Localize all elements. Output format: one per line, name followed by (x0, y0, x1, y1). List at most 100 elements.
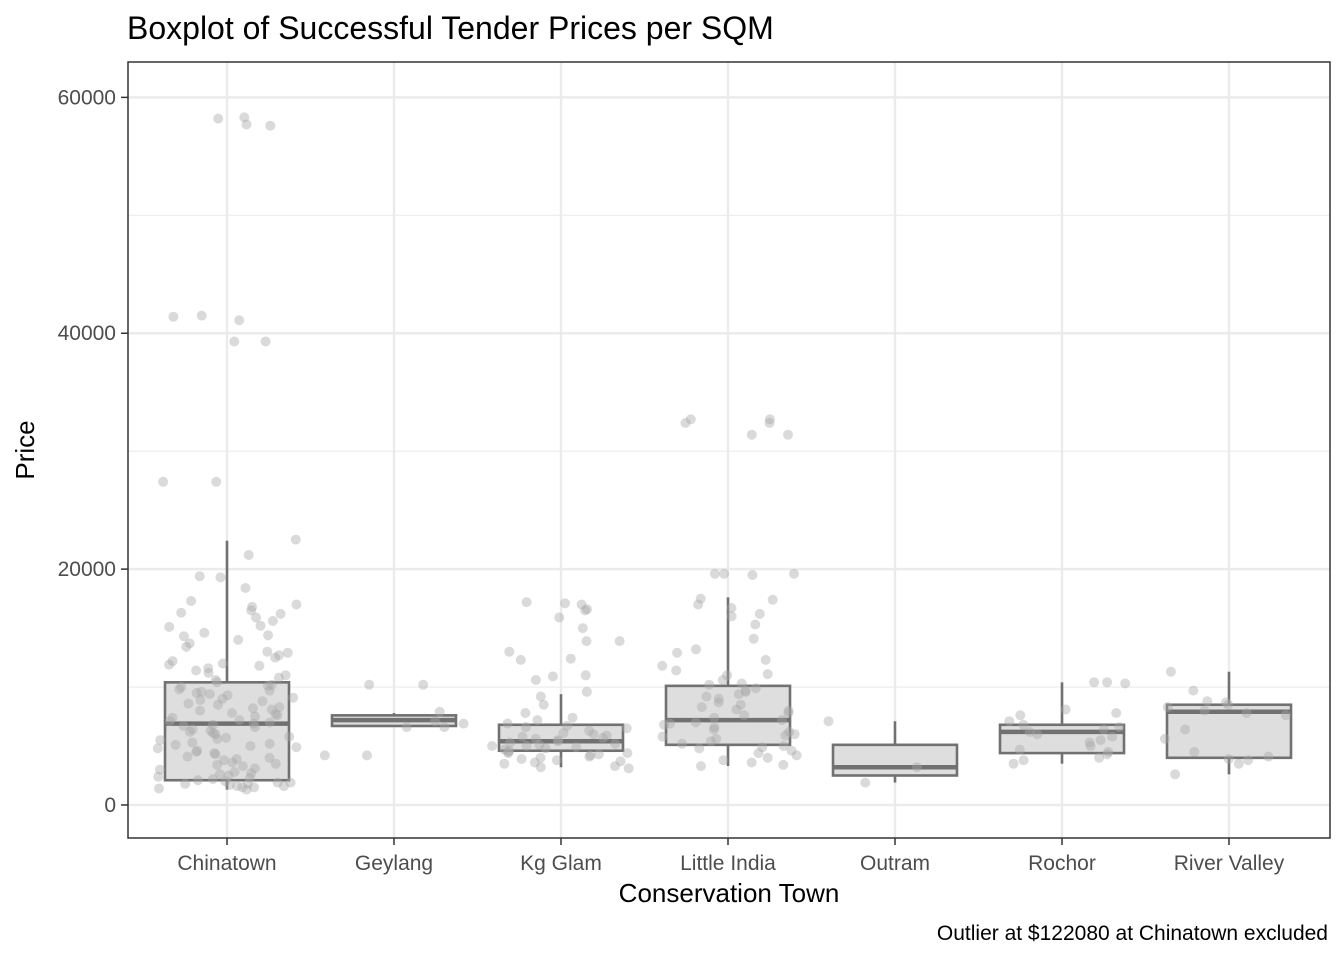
data-point (284, 731, 295, 742)
data-point (580, 670, 591, 681)
data-point (191, 687, 202, 698)
data-point (713, 697, 724, 708)
data-point (196, 686, 207, 697)
data-point (1221, 697, 1231, 708)
data-point (264, 685, 275, 696)
data-point (778, 759, 789, 770)
data-point (521, 741, 532, 751)
data-point (231, 754, 242, 764)
data-point (551, 755, 562, 766)
data-point (275, 608, 286, 619)
data-point (622, 748, 633, 759)
data-point (251, 612, 261, 623)
data-point (529, 757, 540, 768)
x-axis-title: Conservation Town (619, 878, 840, 908)
data-point (180, 778, 191, 789)
box-geylang (330, 712, 458, 728)
data-point (1263, 751, 1274, 762)
data-point (754, 608, 765, 619)
data-point (823, 716, 834, 727)
data-point (657, 731, 668, 742)
data-point (1024, 726, 1035, 737)
data-point (695, 593, 706, 604)
data-point (195, 705, 206, 716)
box-chinatown (163, 540, 291, 790)
data-point (554, 612, 565, 623)
data-point (1170, 769, 1181, 780)
data-point (254, 660, 265, 671)
data-point (694, 743, 705, 754)
data-point (155, 735, 166, 746)
data-point (726, 611, 737, 622)
outlier-point (685, 414, 696, 425)
data-point (693, 599, 704, 610)
box-layer (163, 540, 1293, 790)
data-point (911, 762, 922, 773)
data-point (718, 755, 729, 766)
data-point (184, 638, 195, 649)
data-point (601, 730, 612, 741)
data-point (1188, 685, 1199, 696)
data-point (581, 636, 592, 647)
point-layer (152, 112, 1291, 795)
data-point (750, 683, 761, 694)
data-point (504, 745, 515, 756)
data-point (170, 739, 181, 750)
box-iqr (163, 681, 291, 782)
data-point (762, 752, 773, 763)
data-point (364, 679, 375, 690)
data-point (212, 759, 223, 770)
data-point (757, 742, 768, 753)
data-point (174, 684, 185, 695)
data-point (753, 748, 764, 759)
data-point (176, 682, 187, 692)
outlier-point (764, 414, 775, 425)
x-tick-label: Rochor (1028, 852, 1096, 875)
box-outram (831, 721, 959, 783)
data-point (217, 693, 228, 704)
data-point (288, 692, 299, 703)
data-point (285, 777, 296, 788)
data-point (791, 750, 802, 761)
box-iqr (664, 684, 792, 747)
x-tick-label: Geylang (355, 852, 433, 875)
data-point (614, 636, 625, 647)
data-point (538, 699, 549, 710)
data-point (502, 718, 513, 729)
data-point (1004, 716, 1015, 727)
data-point (740, 685, 751, 696)
box-rochor (998, 682, 1126, 764)
data-point (671, 665, 682, 676)
data-point (731, 704, 742, 715)
data-point (274, 650, 284, 661)
data-point (186, 596, 197, 606)
data-point (1085, 741, 1096, 751)
data-point (194, 571, 205, 582)
data-point (789, 729, 800, 740)
data-point (520, 708, 531, 718)
data-point (1094, 752, 1105, 763)
data-point (535, 752, 546, 763)
data-point (517, 731, 528, 742)
data-point (246, 605, 257, 616)
outlier-point (234, 315, 245, 326)
y-tick-label: 60000 (58, 86, 116, 109)
data-point (237, 782, 248, 793)
data-point (221, 732, 231, 743)
data-point (717, 675, 728, 685)
data-point (584, 751, 595, 762)
data-point (558, 728, 569, 738)
data-point (178, 721, 189, 731)
data-point (1180, 724, 1191, 735)
data-point (247, 601, 258, 612)
data-point (750, 619, 761, 630)
data-point (154, 764, 165, 775)
data-point (207, 719, 218, 730)
data-point (167, 656, 178, 667)
data-point (726, 603, 737, 613)
data-point (696, 761, 706, 772)
data-point (1089, 677, 1100, 688)
data-point (1165, 666, 1176, 677)
data-point (248, 703, 258, 714)
data-point (154, 783, 164, 794)
